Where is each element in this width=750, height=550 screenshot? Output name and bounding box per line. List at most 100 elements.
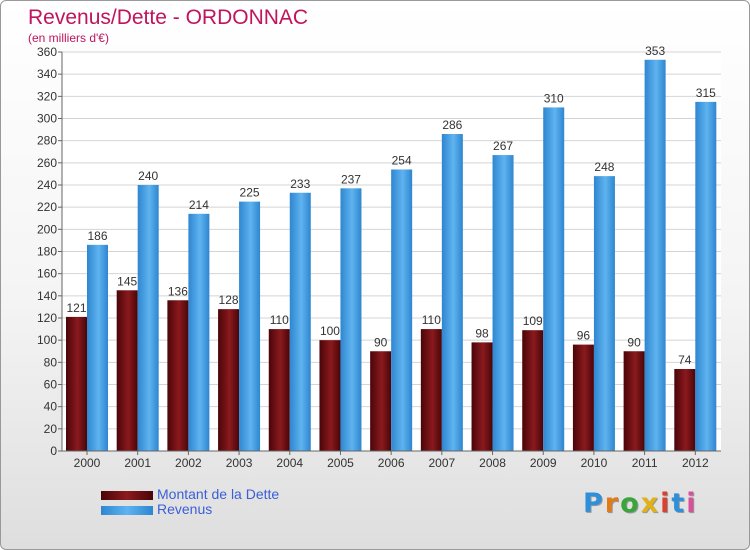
- y-tick-label: 300: [37, 112, 57, 126]
- proxiti-logo: Proxiti: [583, 488, 698, 519]
- logo-letter: x: [640, 488, 661, 519]
- bar-dette: [522, 330, 544, 451]
- x-tick-label: 2000: [74, 456, 101, 470]
- data-label-revenus: 186: [87, 229, 107, 243]
- data-label-dette: 136: [168, 284, 188, 298]
- data-label-revenus: 233: [290, 177, 310, 191]
- bar-revenus: [543, 107, 565, 452]
- data-label-revenus: 240: [138, 169, 158, 183]
- data-label-dette: 90: [374, 335, 388, 349]
- x-tick-label: 2002: [175, 456, 202, 470]
- legend-label-revenus: Revenus: [157, 501, 213, 517]
- x-tick-label: 2007: [428, 456, 455, 470]
- x-tick-label: 2012: [682, 456, 709, 470]
- bar-revenus: [87, 244, 108, 451]
- bar-revenus: [340, 188, 362, 451]
- y-tick-label: 40: [44, 400, 58, 414]
- chart-subtitle: (en milliers d'€): [28, 31, 109, 45]
- x-tick-label: 2005: [327, 456, 354, 470]
- x-tick-label: 2010: [581, 456, 608, 470]
- data-label-revenus: 315: [696, 86, 716, 100]
- bar-revenus: [289, 192, 311, 451]
- data-label-revenus: 237: [341, 172, 361, 186]
- logo-letter: i: [660, 488, 672, 519]
- y-tick-label: 80: [44, 355, 58, 369]
- logo-letter: r: [604, 488, 621, 519]
- bar-revenus: [644, 59, 666, 452]
- data-label-revenus: 254: [392, 153, 412, 167]
- y-tick-label: 100: [37, 333, 57, 347]
- bar-dette: [268, 329, 290, 451]
- bar-dette: [471, 342, 493, 451]
- bar-dette: [572, 344, 594, 451]
- y-tick-label: 180: [37, 245, 57, 259]
- bar-revenus: [695, 101, 717, 451]
- data-label-revenus: 214: [189, 198, 209, 212]
- data-label-dette: 98: [475, 326, 489, 340]
- legend-label-dette: Montant de la Dette: [157, 486, 280, 502]
- data-label-revenus: 225: [240, 186, 260, 200]
- bar-dette: [116, 290, 138, 451]
- x-tick-label: 2011: [632, 456, 658, 470]
- chart-title: Revenus/Dette - ORDONNAC: [28, 6, 309, 29]
- data-label-dette: 100: [320, 324, 340, 338]
- y-tick-label: 260: [37, 156, 57, 170]
- x-tick-label: 2006: [378, 456, 405, 470]
- x-tick-label: 2003: [226, 456, 253, 470]
- legend-swatch-revenus: [101, 506, 153, 515]
- y-tick-label: 280: [37, 134, 57, 148]
- y-tick-label: 120: [37, 311, 57, 325]
- y-tick-label: 240: [37, 178, 57, 192]
- legend-swatch-dette: [101, 491, 153, 500]
- data-label-dette: 121: [66, 301, 86, 315]
- bar-dette: [66, 316, 87, 451]
- bar-dette: [623, 351, 645, 451]
- x-tick-label: 2004: [276, 456, 303, 470]
- y-tick-label: 220: [37, 200, 57, 214]
- data-label-dette: 145: [117, 274, 137, 288]
- bar-dette: [167, 300, 189, 451]
- bar-revenus: [391, 169, 413, 451]
- y-tick-label: 140: [37, 289, 57, 303]
- y-tick-label: 0: [50, 444, 57, 458]
- x-tick-label: 2001: [124, 456, 151, 470]
- bar-dette: [674, 368, 696, 451]
- bar-revenus: [188, 213, 210, 451]
- data-label-dette: 110: [270, 313, 289, 327]
- y-tick-label: 160: [37, 267, 57, 281]
- bar-revenus: [239, 201, 261, 451]
- logo-letter: i: [686, 488, 698, 519]
- x-tick-label: 2008: [479, 456, 506, 470]
- bar-dette: [218, 309, 240, 451]
- data-label-dette: 96: [577, 329, 591, 343]
- data-label-revenus: 248: [594, 160, 614, 174]
- bar-revenus: [492, 155, 514, 451]
- bar-dette: [420, 329, 442, 451]
- x-tick-label: 2009: [530, 456, 557, 470]
- data-label-revenus: 286: [442, 118, 462, 132]
- y-tick-label: 320: [37, 89, 57, 103]
- bar-dette: [370, 351, 392, 451]
- bar-revenus: [593, 176, 615, 451]
- data-label-dette: 110: [422, 313, 441, 327]
- y-tick-label: 340: [37, 67, 57, 81]
- bar-dette: [319, 340, 341, 451]
- logo-letter: o: [620, 488, 641, 519]
- y-tick-label: 360: [37, 45, 57, 59]
- logo-letter: P: [583, 488, 605, 519]
- data-label-dette: 109: [523, 314, 543, 328]
- data-label-dette: 74: [678, 353, 692, 367]
- logo-letter: t: [671, 488, 687, 519]
- data-label-revenus: 310: [544, 91, 564, 105]
- data-label-dette: 90: [627, 335, 641, 349]
- y-tick-label: 20: [44, 422, 58, 436]
- data-label-dette: 128: [219, 293, 239, 307]
- data-label-revenus: 353: [645, 44, 665, 58]
- bar-revenus: [441, 134, 463, 451]
- y-tick-label: 60: [44, 378, 58, 392]
- y-tick-label: 200: [37, 222, 57, 236]
- data-label-revenus: 267: [493, 139, 513, 153]
- bar-revenus: [137, 185, 159, 451]
